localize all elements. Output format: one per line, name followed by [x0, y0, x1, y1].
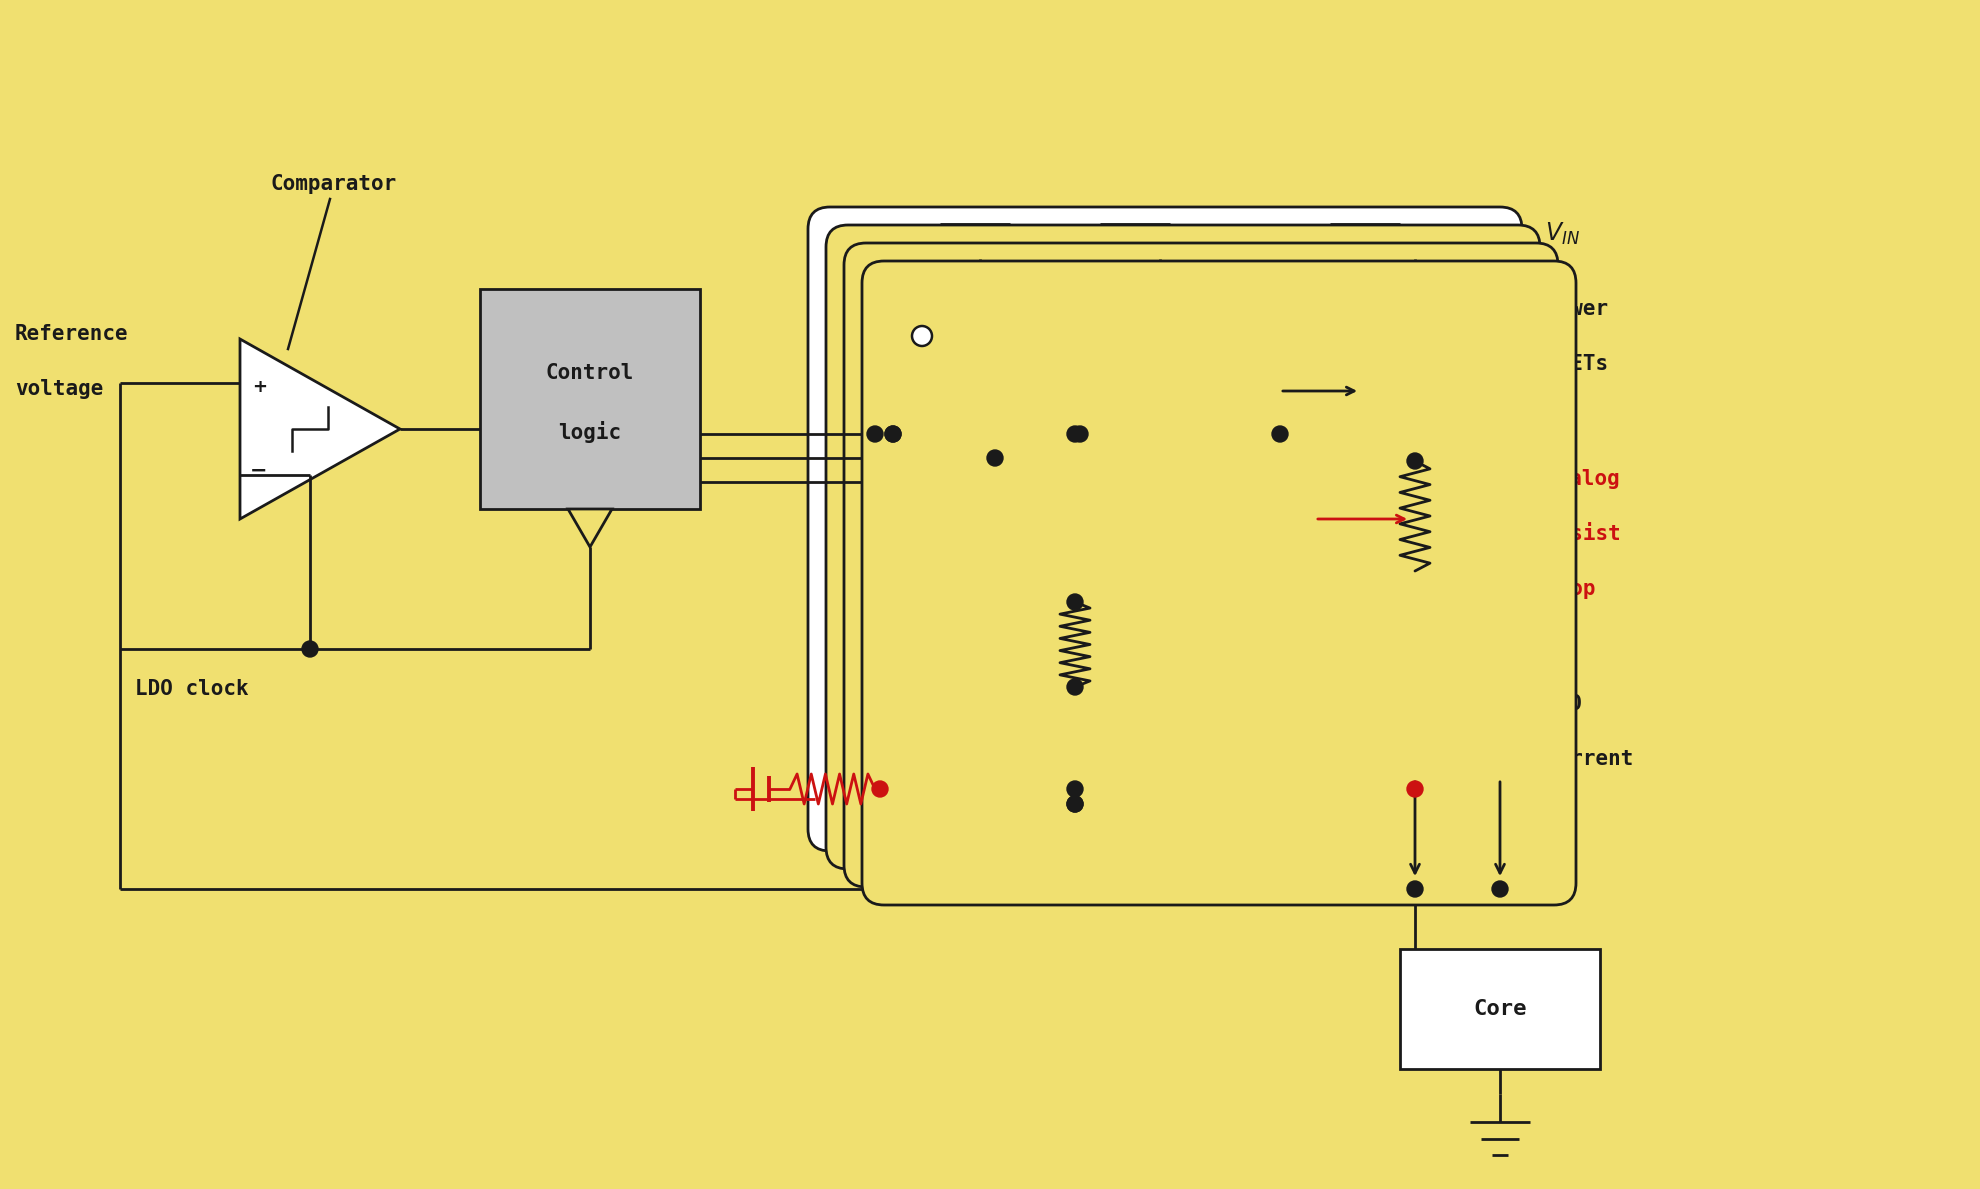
Circle shape	[1067, 426, 1083, 442]
Circle shape	[913, 326, 933, 346]
Text: assist: assist	[1544, 524, 1622, 545]
Circle shape	[1067, 594, 1083, 610]
Text: Comparator: Comparator	[269, 174, 396, 194]
Circle shape	[1067, 795, 1083, 812]
Circle shape	[1408, 453, 1424, 468]
Polygon shape	[240, 339, 400, 520]
Circle shape	[867, 426, 883, 442]
Circle shape	[303, 641, 319, 658]
Circle shape	[1071, 426, 1087, 442]
FancyBboxPatch shape	[861, 262, 1576, 905]
Text: $V_{DD}$: $V_{DD}$	[1436, 881, 1477, 907]
Text: logic: logic	[558, 421, 622, 443]
Circle shape	[885, 426, 901, 442]
FancyBboxPatch shape	[826, 225, 1540, 869]
Circle shape	[1067, 781, 1083, 797]
Circle shape	[986, 449, 1004, 466]
Text: $V_{SSB}$: $V_{SSB}$	[855, 829, 897, 850]
Circle shape	[1271, 426, 1289, 442]
Polygon shape	[568, 509, 612, 547]
Text: LDO clock: LDO clock	[135, 679, 249, 699]
Text: Analog: Analog	[1544, 468, 1622, 489]
Text: Control: Control	[546, 363, 634, 383]
FancyBboxPatch shape	[479, 289, 701, 509]
Text: loop: loop	[1544, 579, 1596, 599]
FancyBboxPatch shape	[808, 207, 1523, 851]
Text: +: +	[251, 378, 267, 396]
Text: Power: Power	[1544, 298, 1608, 319]
Circle shape	[1408, 781, 1424, 797]
Text: voltage: voltage	[16, 379, 103, 400]
Text: LDO: LDO	[1544, 694, 1582, 715]
Text: PFETs: PFETs	[1544, 354, 1608, 375]
FancyBboxPatch shape	[1400, 949, 1600, 1069]
Circle shape	[1493, 881, 1509, 897]
Text: $V_{IN}$: $V_{IN}$	[1544, 221, 1580, 247]
Text: current: current	[1544, 749, 1634, 769]
Text: −: −	[249, 461, 267, 482]
Text: Core: Core	[1473, 999, 1527, 1019]
Circle shape	[1067, 679, 1083, 696]
Circle shape	[1067, 795, 1083, 812]
FancyBboxPatch shape	[843, 243, 1558, 887]
Circle shape	[871, 781, 887, 797]
Circle shape	[1408, 881, 1424, 897]
Text: Reference: Reference	[16, 323, 129, 344]
Circle shape	[885, 426, 901, 442]
